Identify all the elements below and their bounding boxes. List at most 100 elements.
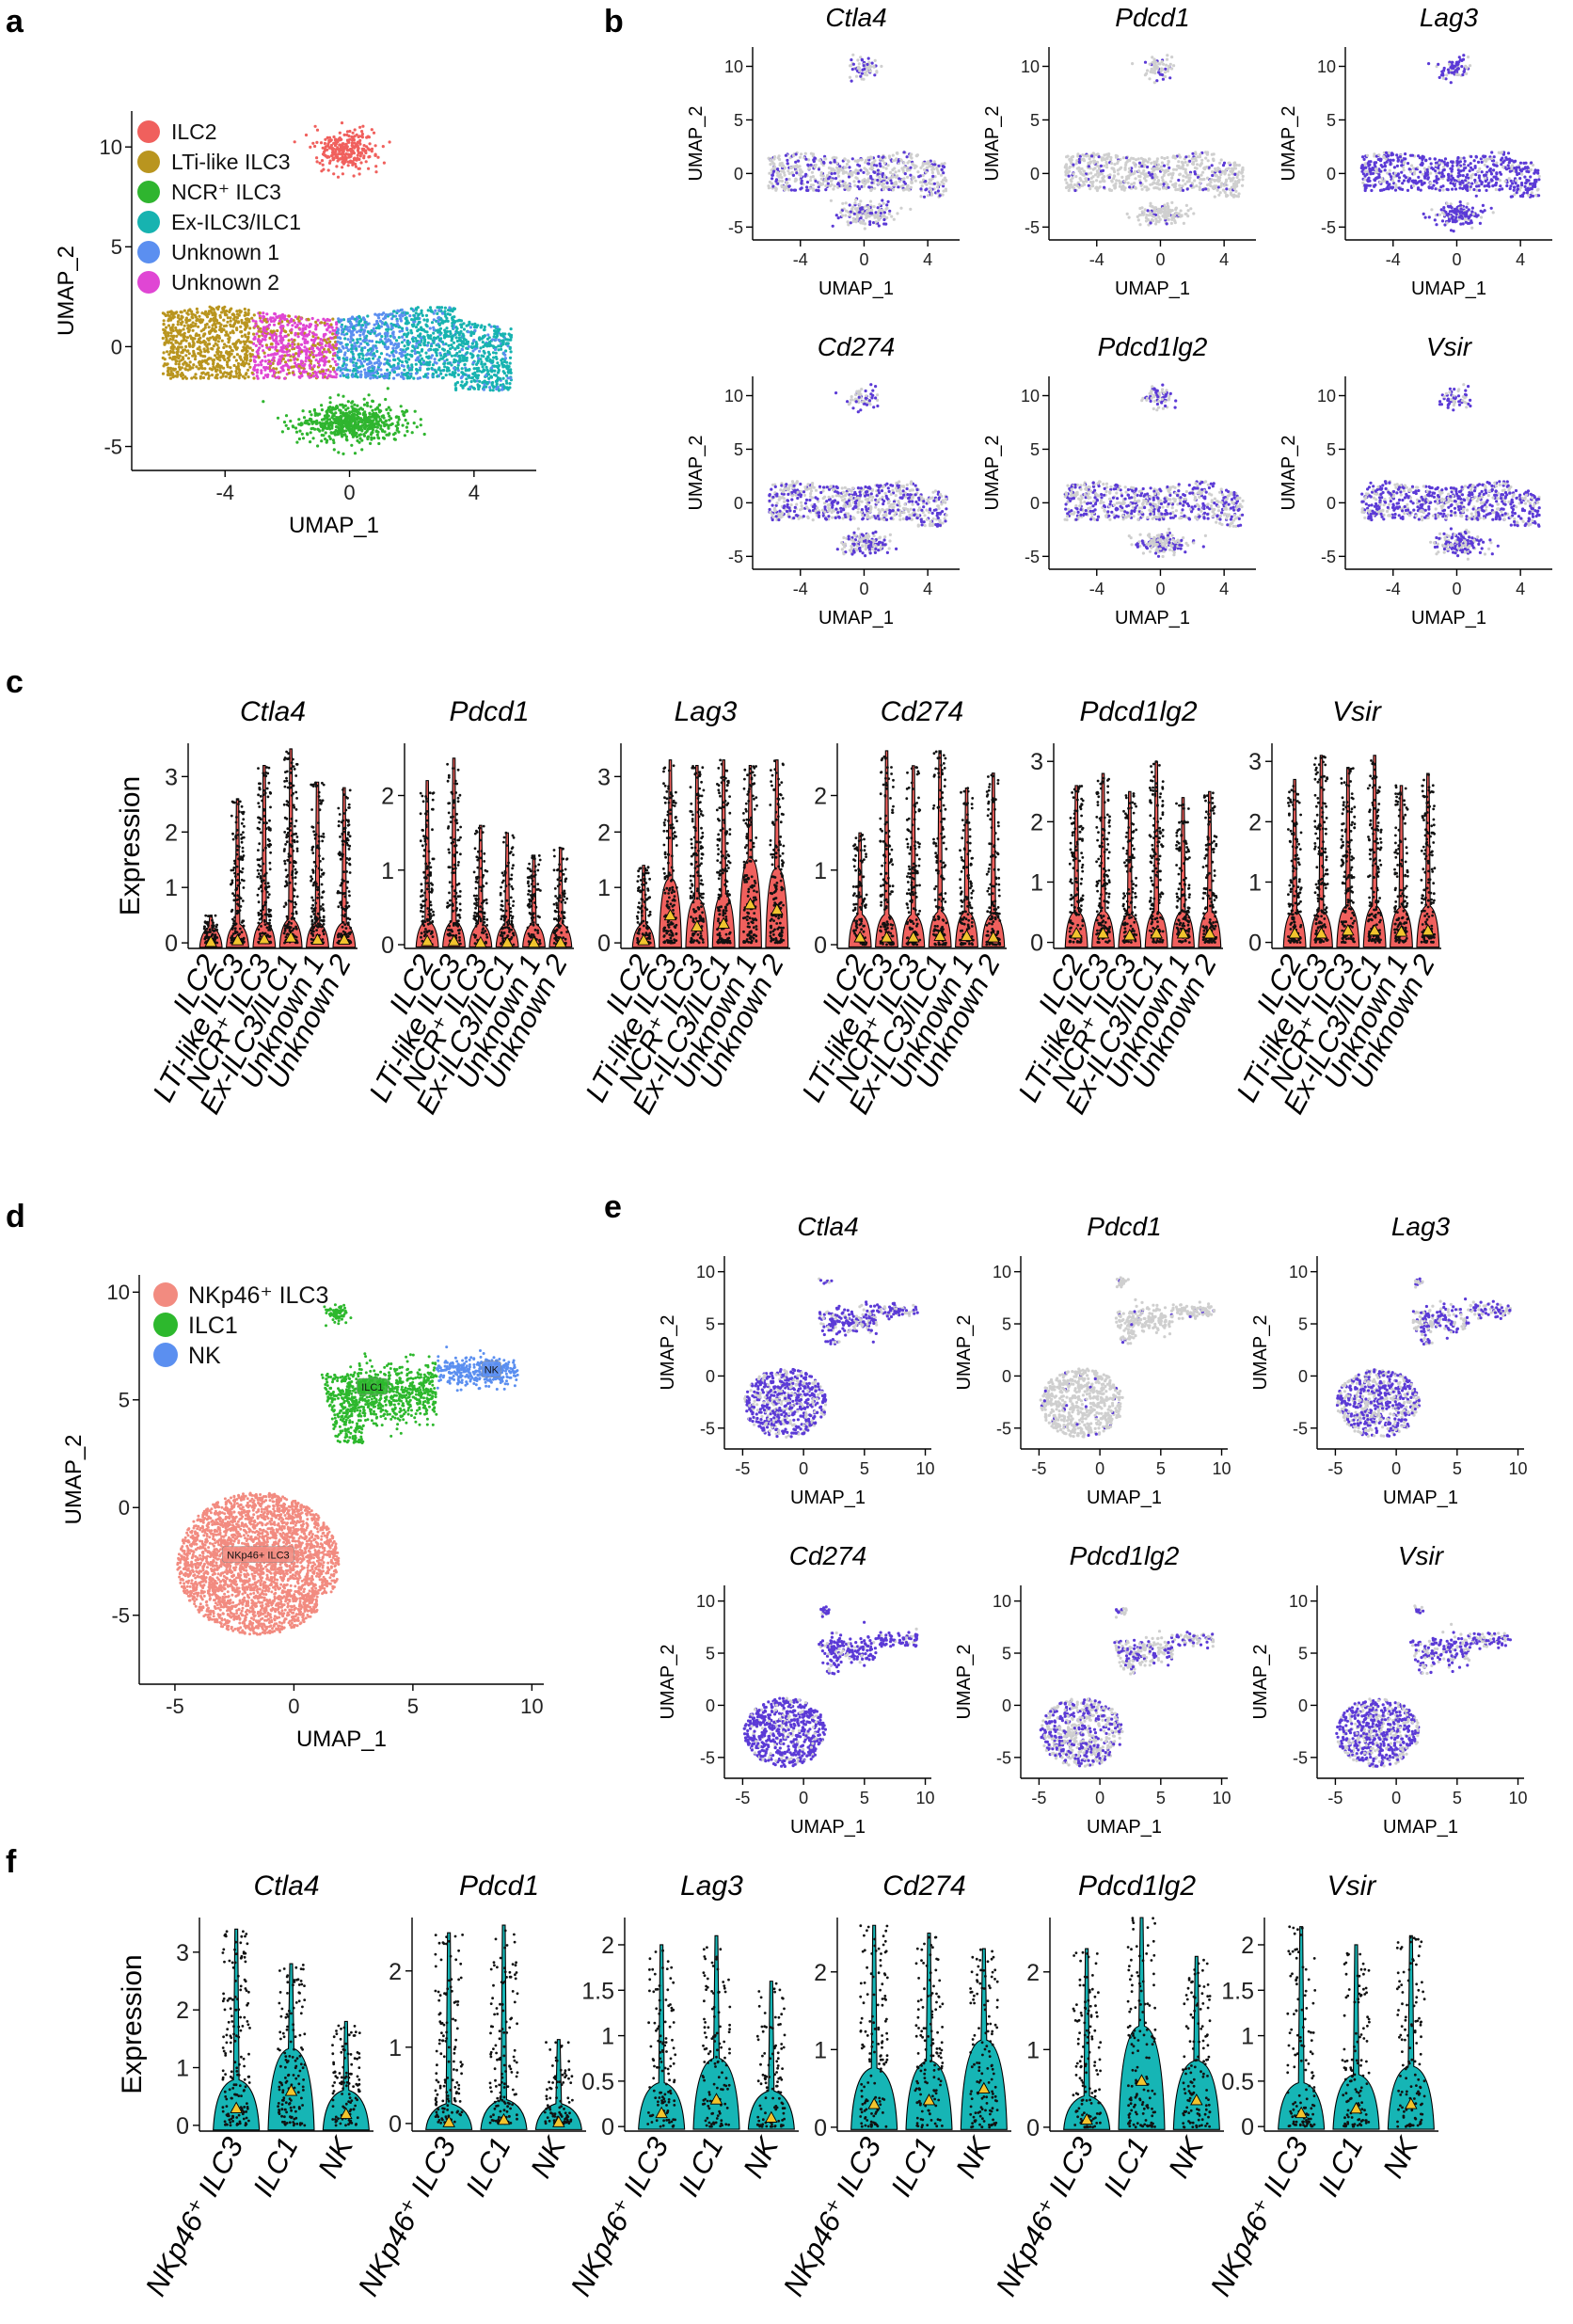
cell-point <box>230 349 233 352</box>
cell-point <box>345 346 348 349</box>
cell-point <box>226 333 229 336</box>
cell-point <box>246 350 248 353</box>
cell-point <box>771 177 773 180</box>
panel-a-x-tick-label: -4 <box>215 481 234 504</box>
cell-point <box>380 352 383 355</box>
cell-point <box>342 368 345 371</box>
cell-point <box>222 328 225 331</box>
cell-point <box>779 162 782 165</box>
cell-point <box>359 342 362 345</box>
cell-point <box>509 377 512 380</box>
cell-point <box>249 346 252 349</box>
cell-point <box>880 212 882 215</box>
cell-point <box>416 351 419 354</box>
cell-point <box>439 332 442 335</box>
cell-point <box>346 376 349 379</box>
cell-point <box>305 353 308 356</box>
cell-point <box>336 406 339 408</box>
cell-point <box>185 340 188 342</box>
cell-point <box>1211 174 1214 177</box>
cell-point <box>333 371 336 374</box>
cell-point <box>858 203 861 206</box>
cell-point <box>439 369 442 372</box>
panel-label-a: a <box>6 4 24 40</box>
cell-point <box>873 205 876 208</box>
cell-point <box>343 354 346 357</box>
cell-point <box>491 360 494 363</box>
cell-point <box>838 165 841 167</box>
cell-point <box>218 365 221 368</box>
cell-point <box>172 351 175 354</box>
cell-point <box>310 431 312 434</box>
cell-point <box>843 167 846 169</box>
cell-point <box>931 175 934 178</box>
cell-point <box>313 339 316 342</box>
cell-point <box>278 320 281 323</box>
cell-point <box>858 62 861 65</box>
cell-point <box>858 70 861 72</box>
cell-point <box>405 372 408 374</box>
cell-point <box>342 345 344 348</box>
cell-point <box>385 328 388 331</box>
cell-point <box>853 201 856 204</box>
cell-point <box>452 316 454 319</box>
cell-point <box>386 332 389 335</box>
cell-point <box>394 325 397 327</box>
cell-point <box>406 374 409 377</box>
cell-point <box>215 376 218 379</box>
cell-point <box>352 420 355 422</box>
cell-point <box>363 346 366 349</box>
cell-point <box>210 311 213 314</box>
legend-swatch-ex-ilc3-ilc1 <box>137 211 160 233</box>
cell-point <box>417 356 420 358</box>
panel-a-y-tick-label: -5 <box>103 435 122 458</box>
cell-point <box>361 135 364 138</box>
cell-point <box>423 343 426 346</box>
cell-point <box>897 185 899 188</box>
cell-point <box>185 362 188 365</box>
cell-point <box>771 183 773 185</box>
cell-point <box>458 339 461 342</box>
cell-point <box>448 361 451 364</box>
cell-point <box>398 418 401 421</box>
cell-point <box>363 426 366 429</box>
cell-point <box>325 357 327 359</box>
cell-point <box>230 353 233 356</box>
cell-point <box>335 373 338 375</box>
cell-point <box>441 341 444 343</box>
cell-point <box>771 174 773 177</box>
cell-point <box>421 348 423 351</box>
cell-point <box>419 366 421 369</box>
cell-point <box>260 340 262 342</box>
cell-point <box>393 336 396 339</box>
cell-point <box>423 338 426 341</box>
cell-point <box>861 72 864 75</box>
cell-point <box>1237 192 1240 195</box>
cell-point <box>881 173 883 176</box>
cell-point <box>225 325 228 327</box>
cell-point <box>839 211 842 214</box>
cell-point <box>888 210 891 213</box>
cell-point <box>483 380 485 383</box>
cell-point <box>245 341 247 343</box>
cell-point <box>465 358 468 361</box>
cell-point <box>297 342 300 345</box>
cell-point <box>771 162 774 165</box>
cell-point <box>504 338 507 341</box>
cell-point <box>196 308 199 310</box>
cell-point <box>885 167 888 170</box>
cell-point <box>498 339 500 342</box>
cell-point <box>457 374 460 376</box>
cell-point <box>914 180 917 183</box>
cell-point <box>347 400 350 403</box>
cell-point <box>316 160 319 163</box>
cell-point <box>297 418 300 421</box>
cell-point <box>415 363 418 366</box>
cell-point <box>323 339 326 342</box>
cell-point <box>430 344 433 347</box>
cell-point <box>279 314 282 317</box>
cell-point <box>314 125 317 128</box>
cell-point <box>316 444 319 447</box>
cell-point <box>847 159 850 162</box>
